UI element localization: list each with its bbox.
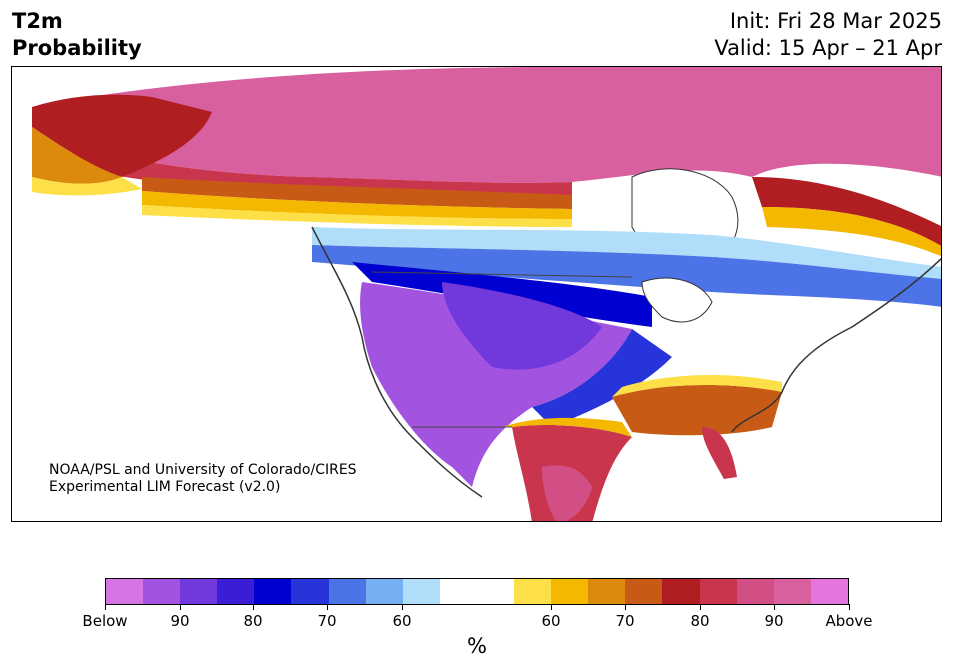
colorbar-segment	[514, 579, 552, 604]
colorbar-tick	[624, 604, 626, 610]
colorbar-segment	[439, 579, 477, 604]
colorbar-tick	[401, 604, 403, 610]
credit-line-2: Experimental LIM Forecast (v2.0)	[49, 479, 281, 495]
border-us-canada	[371, 271, 633, 278]
region-alaska-yellow	[32, 177, 142, 196]
region-southeast-yellow	[612, 375, 782, 397]
colorbar-segment	[143, 579, 181, 604]
great-lakes	[641, 277, 713, 323]
region-gulf-transition	[532, 329, 672, 427]
band-lightblue	[312, 227, 941, 279]
colorbar-tick-label: 80	[690, 612, 710, 630]
colorbar-segment	[476, 579, 515, 604]
colorbar-segment	[217, 579, 255, 604]
colorbar-segment	[291, 579, 329, 604]
colorbar-tick-label: Below	[82, 612, 128, 630]
valid-date: Valid: 15 Apr – 21 Apr	[714, 36, 942, 60]
region-florida-above	[702, 427, 737, 479]
region-alaska-above	[32, 94, 212, 177]
colorbar-segment	[254, 579, 292, 604]
colorbar-segment	[662, 579, 700, 604]
region-southeast-above	[612, 385, 782, 436]
colorbar-tick	[252, 604, 254, 610]
region-alaska-orange	[32, 127, 122, 184]
forecast-dates: Init: Fri 28 Mar 2025 Valid: 15 Apr – 21…	[714, 8, 942, 62]
colorbar-tick	[326, 604, 328, 610]
colorbar-tick-label: 60	[541, 612, 561, 630]
colorbar-tick-label: 90	[170, 612, 190, 630]
colorbar-segment	[810, 579, 848, 604]
band-blue	[312, 245, 941, 307]
region-labrador-yellow	[762, 207, 941, 257]
coastline-east	[731, 257, 941, 433]
colorbar-tick	[550, 604, 552, 610]
map-title: T2m Probability	[12, 8, 142, 62]
variable-label: T2m	[12, 9, 63, 33]
map-svg	[32, 67, 941, 521]
colorbar-tick-label: 60	[392, 612, 412, 630]
colorbar-tick-label: Above	[825, 612, 873, 630]
colorbar-segment	[699, 579, 737, 604]
colorbar-tick-label: 70	[317, 612, 337, 630]
colorbar-segment	[773, 579, 811, 604]
credit-text: NOAA/PSL and University of Colorado/CIRE…	[49, 462, 357, 496]
region-arctic-above	[32, 67, 941, 183]
region-texas-gold	[502, 417, 632, 437]
region-interior-purple	[442, 282, 602, 370]
colorbar-segment	[551, 579, 589, 604]
colorbar-segment	[588, 579, 626, 604]
colorbar-segment	[180, 579, 218, 604]
init-date: Init: Fri 28 Mar 2025	[729, 9, 942, 33]
colorbar-tick-label: 70	[615, 612, 635, 630]
colorbar-tick	[848, 604, 850, 610]
colorbar-segment	[736, 579, 774, 604]
band-gold	[142, 191, 572, 219]
colorbar-tick-label: 80	[243, 612, 263, 630]
colorbar-tick	[699, 604, 701, 610]
colorbar-segment	[106, 579, 144, 604]
unit-label: %	[467, 634, 487, 658]
forecast-map[interactable]: NOAA/PSL and University of Colorado/CIRE…	[11, 66, 942, 522]
product-label: Probability	[12, 36, 142, 60]
probability-colorbar	[105, 578, 849, 605]
colorbar-tick	[179, 604, 181, 610]
colorbar-tick-label: 90	[764, 612, 784, 630]
colorbar-tick	[104, 604, 106, 610]
band-yellow	[142, 205, 572, 227]
credit-line-1: NOAA/PSL and University of Colorado/CIRE…	[49, 462, 357, 478]
colorbar-tick	[773, 604, 775, 610]
colorbar-segment	[402, 579, 440, 604]
band-orange	[142, 177, 572, 209]
colorbar-segment	[365, 579, 403, 604]
colorbar-segment	[328, 579, 366, 604]
region-labrador-above	[752, 177, 941, 246]
coastline-west	[311, 226, 483, 498]
region-texas-mexico-pink	[542, 465, 592, 521]
colorbar-segment	[625, 579, 663, 604]
